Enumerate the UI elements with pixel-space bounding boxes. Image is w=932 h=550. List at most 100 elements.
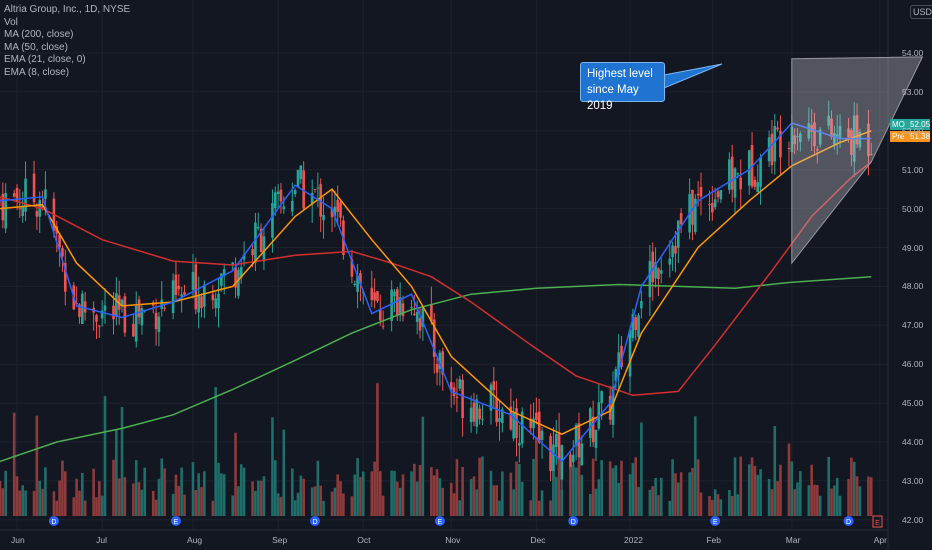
volume-bar [398, 487, 402, 516]
candle-body [449, 382, 453, 390]
candle-body [200, 296, 203, 309]
candle-body [15, 187, 19, 202]
volume-bar [271, 417, 274, 516]
candle-body [302, 170, 305, 209]
candle-body [259, 228, 263, 253]
volume-bar [157, 478, 161, 516]
volume-bar [279, 496, 283, 516]
candle-body [256, 226, 260, 229]
candle-body [469, 407, 473, 423]
candle-body [203, 284, 206, 307]
time-tick-label: Feb [706, 535, 721, 545]
volume-bar [75, 478, 78, 516]
candle-body [481, 418, 484, 420]
candle-body [134, 305, 138, 342]
volume-bar [869, 477, 873, 516]
candle-body [833, 133, 836, 145]
price-tick-label: 44.00 [902, 437, 924, 447]
volume-bar [361, 471, 365, 516]
chart-legend: Altria Group, Inc., 1D, NYSE Vol MA (200… [4, 4, 130, 79]
volume-bar [137, 482, 141, 516]
candle-body [478, 408, 481, 420]
volume-bar [852, 461, 856, 516]
event-marker [170, 516, 181, 526]
currency-label[interactable]: USD [910, 5, 932, 19]
volume-bar [535, 437, 538, 516]
volume-bar [333, 487, 337, 516]
candle-body [21, 206, 25, 216]
candle-body [554, 433, 558, 448]
candle-body [756, 182, 760, 193]
candle-body [183, 292, 186, 295]
candle-body [807, 123, 811, 139]
candle-body [671, 245, 674, 258]
volume-bar [220, 473, 223, 516]
candle-body [759, 157, 762, 187]
highest-level-callout[interactable]: Highest level since May 2019 [580, 62, 665, 112]
candle-body [222, 269, 226, 277]
last-price-symbol: MO [892, 120, 905, 129]
volume-bar [679, 472, 683, 516]
volume-bar [134, 460, 138, 516]
volume-bar [194, 490, 198, 516]
candle-body [95, 315, 98, 322]
volume-bar [52, 491, 56, 516]
candle-body [869, 154, 873, 156]
candle-body [489, 384, 493, 411]
candle-body [180, 294, 183, 297]
volume-bar [316, 460, 320, 516]
candle-body [322, 214, 325, 221]
volume-bar [833, 485, 836, 516]
candle-body [282, 206, 286, 210]
last-price-tag: MO 52.05 [890, 119, 930, 130]
volume-bar [401, 474, 405, 516]
volume-bar [608, 461, 612, 516]
time-tick-label: Mar [785, 535, 801, 545]
series-line-ema-8-close [0, 122, 872, 463]
volume-bar [696, 459, 700, 516]
volume-bar [98, 481, 101, 516]
candle-body [571, 454, 575, 463]
time-tick-label: Aug [186, 535, 203, 545]
volume-bar [177, 485, 181, 516]
volume-bar [617, 482, 620, 516]
candle-body [708, 204, 711, 206]
volume-bar [730, 495, 734, 516]
candle-body [330, 208, 334, 218]
volume-bar [200, 487, 203, 516]
candle-body [620, 345, 623, 367]
volume-bar [222, 474, 226, 516]
volume-bar [580, 474, 584, 516]
candle-body [336, 200, 340, 212]
candle-body [654, 262, 657, 279]
callout-line-2: since May 2019 [587, 84, 639, 112]
legend-vol: Vol [4, 16, 18, 28]
volume-bar [591, 458, 595, 516]
candle-body [461, 379, 464, 419]
volume-bar [342, 493, 345, 516]
volume-bar [733, 457, 737, 516]
candle-body [520, 411, 524, 444]
candle-body [455, 396, 459, 398]
time-tick-label: Oct [357, 535, 371, 545]
candle-body [830, 118, 833, 138]
candle-body [333, 206, 337, 217]
candle-body [518, 442, 521, 446]
volume-bar [557, 458, 561, 516]
volume-bar [171, 493, 175, 516]
volume-bar [631, 463, 635, 516]
candle-body [557, 432, 561, 471]
candle-body [160, 299, 164, 310]
candle-body [123, 296, 127, 333]
volume-bar [211, 500, 215, 516]
candle-body [691, 189, 694, 225]
volume-bar [520, 481, 524, 516]
candle-body [353, 283, 357, 285]
price-tick-label: 45.00 [902, 398, 924, 409]
candle-body [640, 301, 643, 309]
candle-body [4, 192, 7, 229]
volume-bar [492, 485, 496, 516]
volume-bar [132, 483, 135, 516]
candle-body [728, 159, 731, 190]
